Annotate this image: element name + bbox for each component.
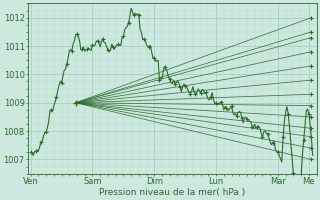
X-axis label: Pression niveau de la mer( hPa ): Pression niveau de la mer( hPa ) — [99, 188, 245, 197]
